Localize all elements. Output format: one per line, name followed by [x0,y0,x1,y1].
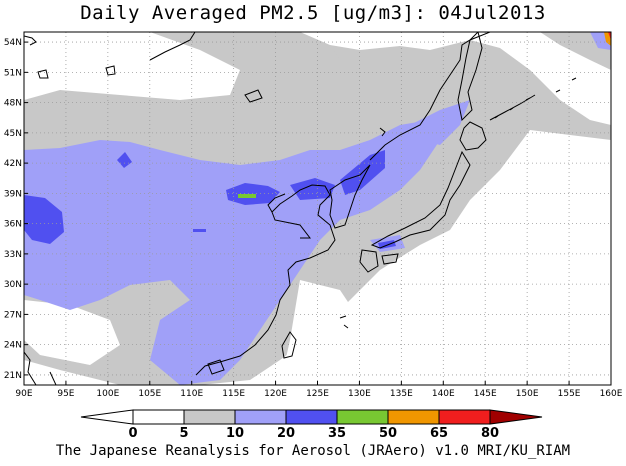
colorbar-over-triangle [489,409,543,425]
shade-20-35-e [117,152,132,168]
lon-tick-label: 160E [600,389,623,399]
white-hole-nw [24,32,240,100]
lat-tick-label: 30N [4,280,22,290]
shade-20-35-c [290,178,335,200]
bohai-gulf [267,193,286,213]
colorbar: 0 5 10 20 35 50 65 80 [80,409,543,441]
grid-lines [24,32,611,385]
russia-coast [369,32,491,161]
kyushu [359,249,379,273]
lat-tick-label: 36N [4,220,22,230]
lat-tick-label: 27N [4,310,22,320]
lon-tick-label: 135E [390,389,413,399]
shade-35-50 [238,194,256,198]
colorbar-level-label: 35 [328,426,346,441]
white-hole-sea [280,280,360,385]
lon-tick-label: 150E [516,389,539,399]
shade-10-20-b [400,100,470,145]
lat-tick-label: 51N [4,68,22,78]
shade-65-80 [604,32,611,46]
colorbar-box [387,409,440,425]
colorbar-box [438,409,491,425]
lat-tick-label: 48N [4,99,22,109]
colorbar-box [132,409,185,425]
lon-tick-label: 100E [96,389,119,399]
shikoku [381,253,399,265]
coastlines [24,32,577,385]
hokkaido [459,121,487,151]
shade-50-65 [608,32,611,40]
colorbar-level-label: 80 [481,426,499,441]
korea [329,164,371,229]
map-title: Daily Averaged PM2.5 [ug/m3]: 04Jul2013 [80,2,546,24]
lat-tick-label: 33N [4,250,22,260]
lon-tick-label: 130E [348,389,371,399]
sakhalin [457,32,483,122]
shade-20-35-f [193,229,206,232]
mongolia-border [105,65,263,103]
colorbar-level-label: 50 [379,426,397,441]
korea-ne [379,127,386,137]
colorbar-level-label: 0 [128,426,137,441]
lat-tick-label: 39N [4,189,22,199]
colorbar-level-label: 20 [277,426,295,441]
colorbar-box [183,409,236,425]
white-hole-pacific [330,160,611,385]
lon-tick-label: 125E [306,389,329,399]
lon-tick-label: 95E [57,389,74,399]
lon-tick-label: 120E [264,389,287,399]
colorbar-level-label: 5 [179,426,188,441]
lon-tick-label: 145E [474,389,497,399]
colorbar-level-label: 65 [430,426,448,441]
axis-ticks: 90E 95E 100E 105E 110E 115E 120E 125E 130E 135E 14… [4,38,623,399]
colorbar-box [336,409,389,425]
lon-tick-label: 90E [15,389,32,399]
lon-tick-label: 105E [138,389,161,399]
colorbar-level-label: 10 [226,426,244,441]
hainan [207,359,225,375]
lon-tick-label: 115E [222,389,245,399]
western-border [24,35,57,385]
lat-tick-label: 54N [4,38,22,48]
taiwan [281,331,297,359]
lat-tick-label: 42N [4,159,22,169]
lake-baikal-area [37,69,49,79]
shade-5-10-c [540,32,611,70]
colorbar-under-triangle [80,409,134,425]
lon-tick-label: 155E [558,389,581,399]
lon-tick-label: 110E [180,389,203,399]
kuril-islands [489,94,536,121]
colorbar-box [285,409,338,425]
ocean-isles [339,77,577,329]
footer-credit: The Japanese Reanalysis for Aerosol (JRA… [55,443,571,459]
lat-tick-label: 45N [4,129,22,139]
lat-tick-label: 24N [4,341,22,351]
white-hole-sw [24,300,120,365]
map-area: 90E 95E 100E 105E 110E 115E 120E 125E 130E 135E 14… [4,31,623,399]
shade-20-35-a [24,195,64,244]
honshu [370,150,471,249]
nw-border [149,32,196,61]
lon-tick-label: 140E [432,389,455,399]
china-coast [195,184,336,376]
colorbar-box [234,409,287,425]
lat-tick-label: 21N [4,371,22,381]
